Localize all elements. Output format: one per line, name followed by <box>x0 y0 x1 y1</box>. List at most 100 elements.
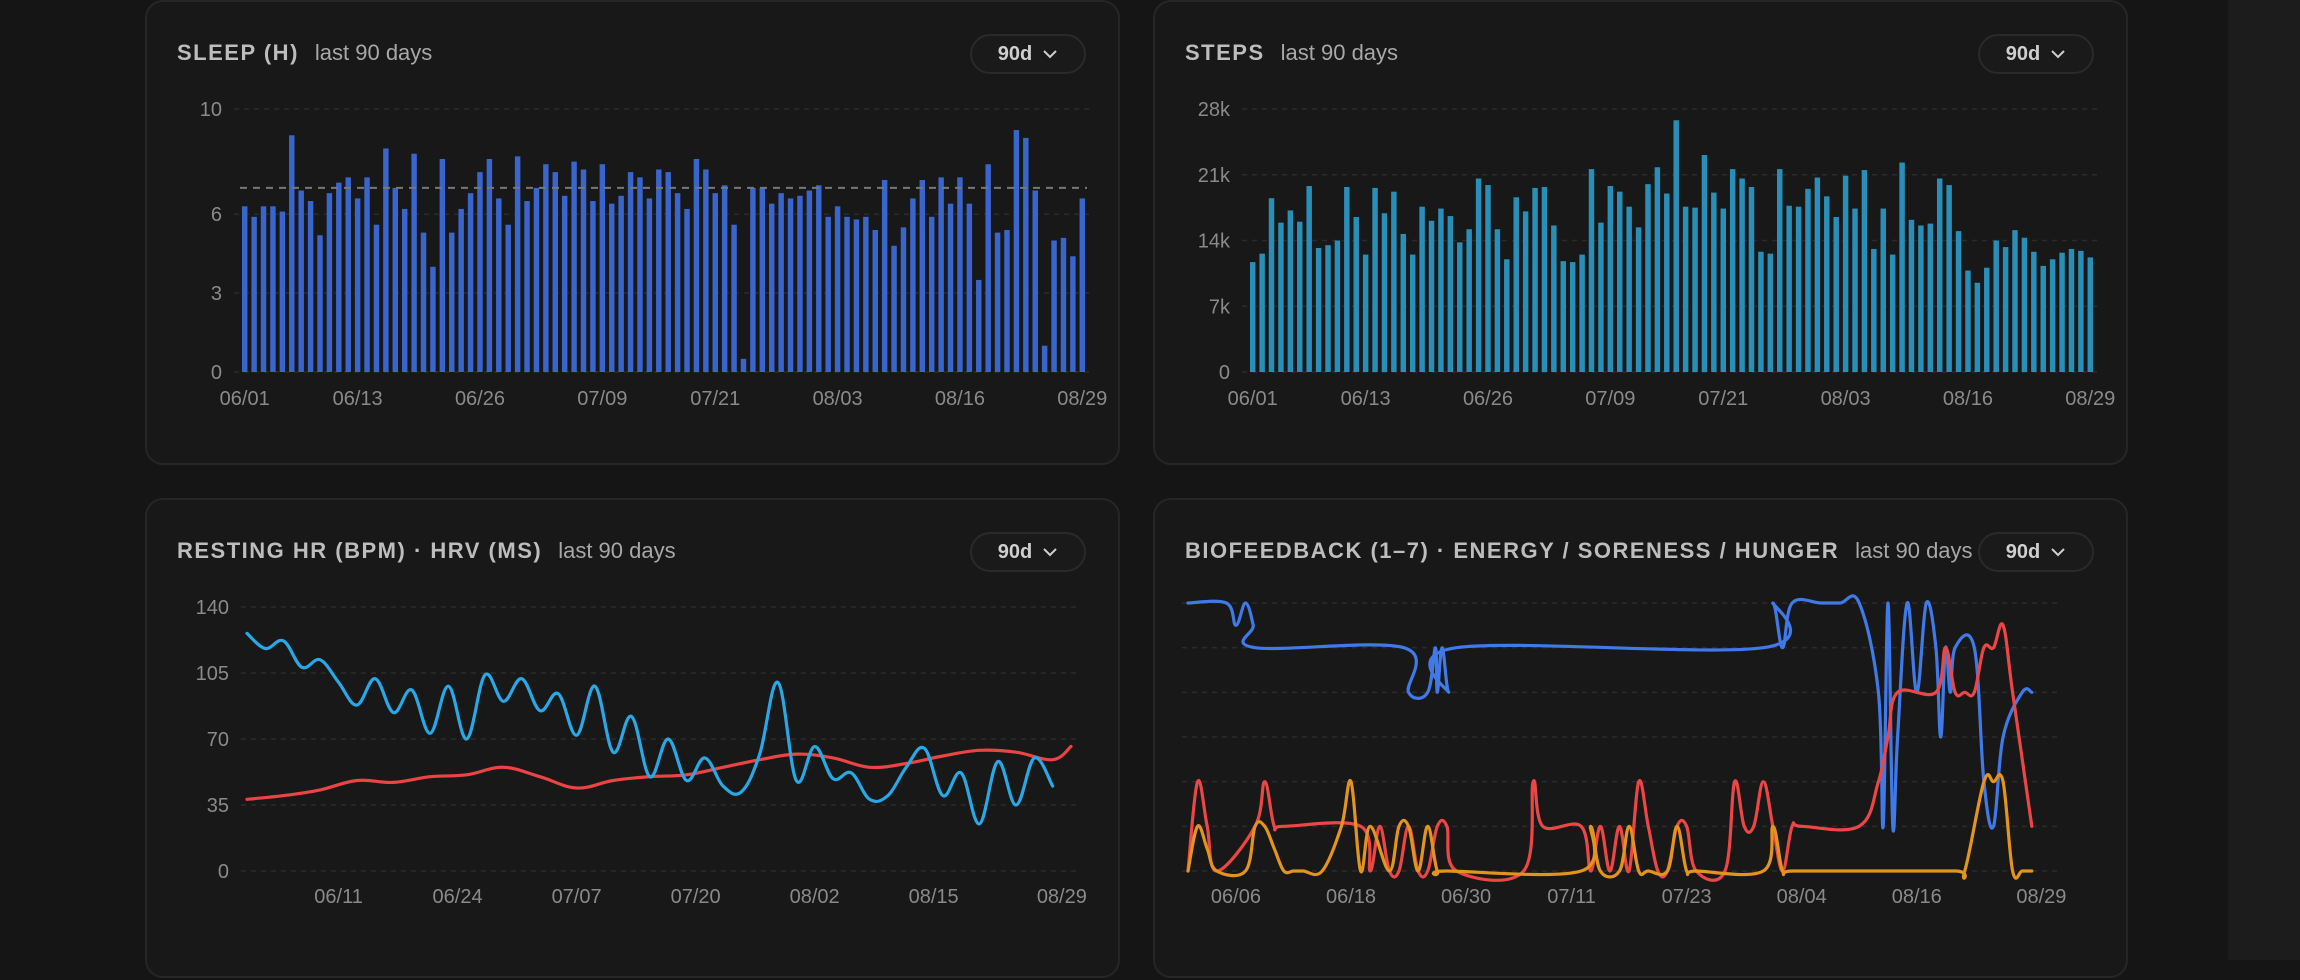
y-tick-label: 0 <box>211 362 222 384</box>
bar <box>1993 240 1999 372</box>
y-tick-label: 35 <box>207 795 229 817</box>
bar <box>1654 167 1661 372</box>
x-tick-label: 08/16 <box>1892 886 1942 908</box>
bar <box>1560 261 1567 372</box>
bar <box>646 198 653 372</box>
bar <box>703 169 709 372</box>
steps-card-header: STEPS last 90 days <box>1185 40 1398 66</box>
bar <box>1908 219 1915 372</box>
bar <box>881 180 888 372</box>
x-tick-label: 06/13 <box>333 388 383 410</box>
bar <box>1664 193 1670 372</box>
x-tick-label: 06/01 <box>1228 388 1278 410</box>
bar <box>768 203 775 372</box>
bar <box>1457 242 1463 372</box>
bar <box>1541 186 1548 372</box>
bar <box>2078 250 2084 372</box>
bar <box>571 161 577 372</box>
bar <box>966 203 973 372</box>
bar <box>289 135 295 372</box>
bar <box>1739 178 1745 372</box>
bar <box>1880 208 1886 372</box>
bar <box>2012 230 2018 372</box>
bar <box>1767 253 1774 372</box>
bar <box>1334 240 1341 372</box>
x-tick-label: 07/20 <box>671 886 721 908</box>
bar <box>354 198 361 372</box>
bar <box>1833 217 1839 372</box>
steps-range-dropdown[interactable]: 90d <box>1978 34 2094 74</box>
bar <box>900 227 907 372</box>
bar <box>1041 345 1048 372</box>
bar <box>1070 256 1076 372</box>
bar <box>1325 245 1331 372</box>
bar <box>1748 186 1755 372</box>
x-tick-label: 07/07 <box>552 886 602 908</box>
bar <box>928 216 935 372</box>
bar <box>383 148 389 372</box>
x-tick-label: 08/02 <box>790 886 840 908</box>
bio-card: BIOFEEDBACK (1–7) · ENERGY / SORENESS / … <box>1153 498 2128 978</box>
y-tick-label: 21k <box>1198 165 1231 187</box>
bar <box>1588 169 1595 372</box>
bar <box>1400 233 1407 372</box>
bar <box>1051 240 1057 372</box>
bar <box>919 180 926 372</box>
bar <box>693 158 700 372</box>
bar <box>1438 208 1444 372</box>
bar <box>552 172 559 372</box>
bar <box>609 203 615 372</box>
bar <box>656 169 662 372</box>
bar <box>401 208 408 372</box>
y-tick-label: 10 <box>200 99 222 121</box>
scrollbar-track[interactable] <box>2228 0 2300 960</box>
bar <box>326 193 333 372</box>
bio-range-label: 90d <box>2005 540 2041 563</box>
steps-card: STEPS last 90 days 90d 28k 21k 14k 7k 0 06/01… <box>1153 0 2128 465</box>
bar <box>947 203 954 372</box>
bar <box>1475 178 1482 372</box>
bar <box>731 224 737 372</box>
y-tick-label: 6 <box>211 204 222 226</box>
bar <box>477 172 483 372</box>
bar <box>863 216 869 372</box>
bar <box>1701 155 1708 372</box>
bar <box>674 193 681 372</box>
bio-range-dropdown[interactable]: 90d <box>1978 532 2094 572</box>
bar <box>1013 130 1020 372</box>
x-tick-label: 08/29 <box>2016 886 2066 908</box>
bar <box>1786 205 1792 372</box>
bar <box>241 206 248 372</box>
hr-range-dropdown[interactable]: 90d <box>970 532 1086 572</box>
bar <box>618 195 624 372</box>
hr-card: RESTING HR (BPM) · HRV (MS) last 90 days… <box>145 498 1120 978</box>
x-tick-label: 08/15 <box>909 886 959 908</box>
x-tick-label: 06/01 <box>220 388 270 410</box>
bar <box>1861 170 1868 372</box>
bar <box>1805 188 1811 372</box>
bar <box>976 279 982 372</box>
bar <box>1466 229 1472 372</box>
steps-chart: 28k 21k 14k 7k 0 06/01 06/13 06/26 07/09 07/21 08/… <box>1198 99 2116 410</box>
bar <box>505 224 511 372</box>
y-tick-label: 14k <box>1198 231 1231 253</box>
bar <box>420 232 427 372</box>
bar <box>1287 210 1294 372</box>
bar <box>439 158 446 372</box>
bar <box>806 190 813 372</box>
chevron-down-icon <box>1043 548 1057 557</box>
bar <box>298 190 304 372</box>
hr-card-header: RESTING HR (BPM) · HRV (MS) last 90 days <box>177 538 676 564</box>
bar <box>1513 197 1519 372</box>
hunger-series-line <box>1186 773 2034 880</box>
bio-chart: 06/06 06/18 06/30 07/11 07/23 08/04 08/16 08/29 <box>1182 594 2066 908</box>
bar <box>1060 237 1067 372</box>
sleep-card: SLEEP (H) last 90 days 90d 10 6 3 0 06/01 06/… <box>145 0 1120 465</box>
bar <box>1494 229 1501 372</box>
bar <box>627 172 634 372</box>
x-tick-label: 08/29 <box>1037 886 1087 908</box>
sleep-range-dropdown[interactable]: 90d <box>970 34 1086 74</box>
bar <box>759 187 766 372</box>
bar <box>1626 206 1632 372</box>
bar <box>684 208 690 372</box>
